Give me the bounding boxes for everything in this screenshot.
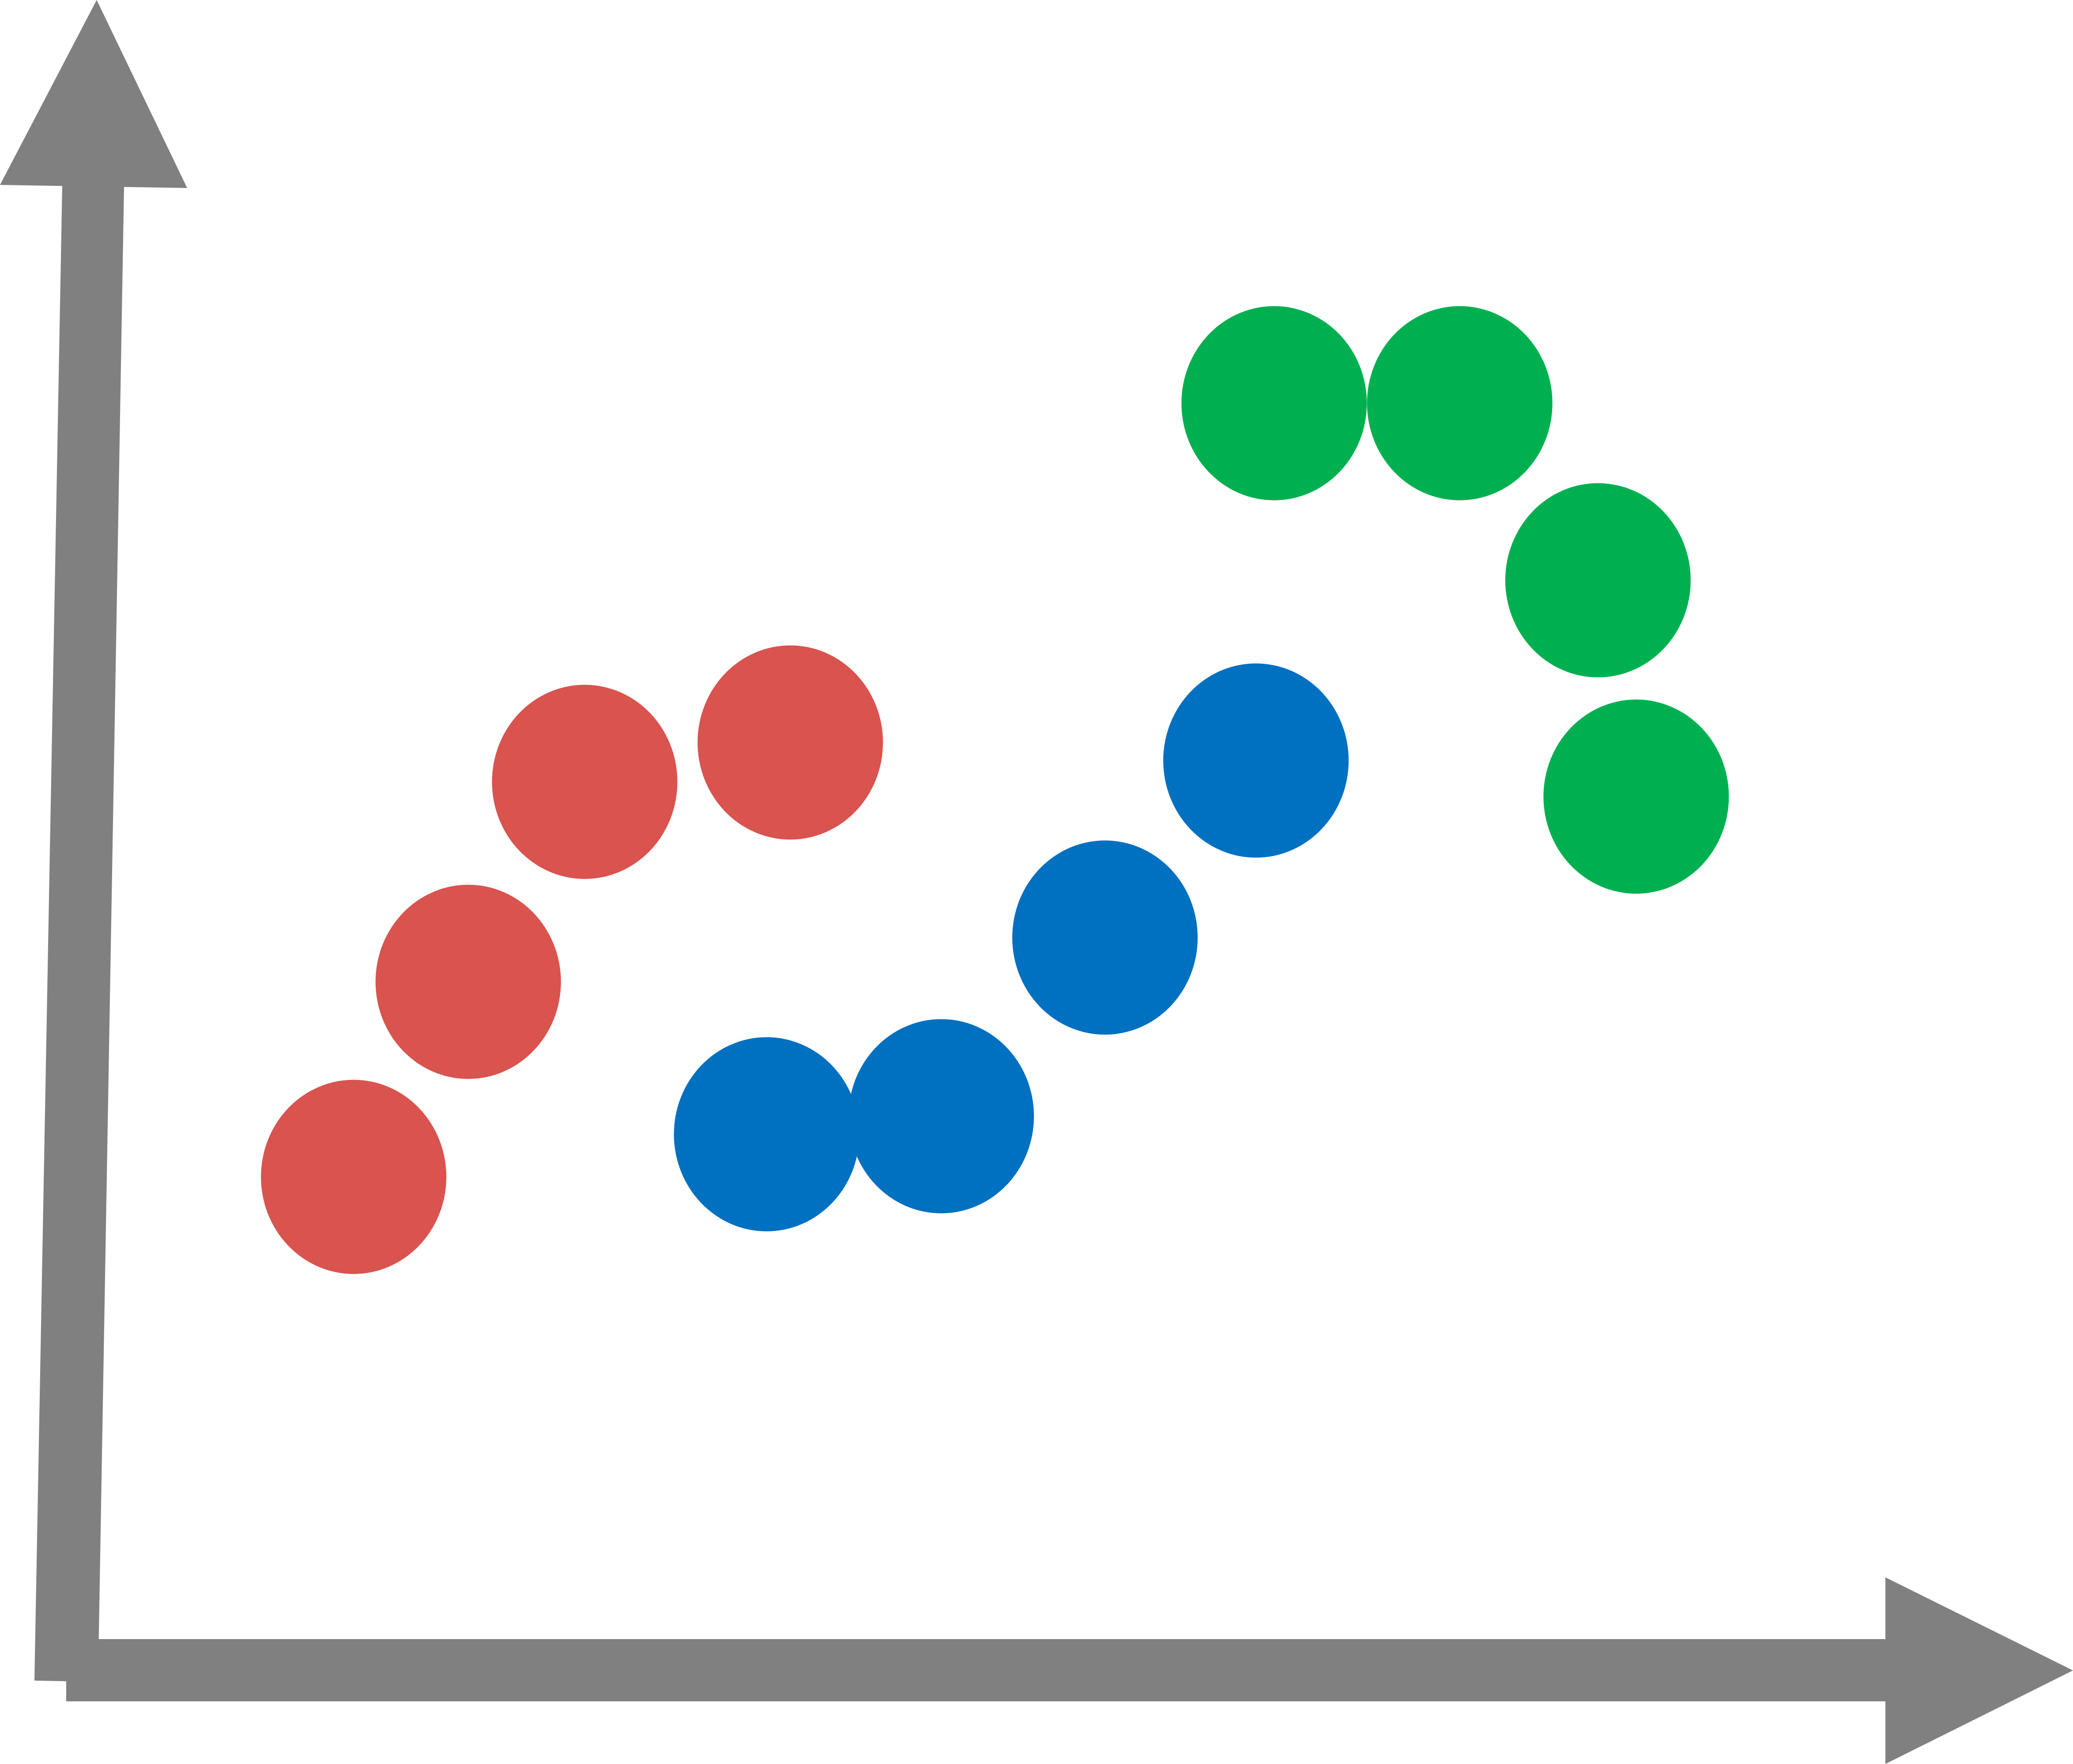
x-axis-arrowhead (1885, 1577, 2073, 1764)
y-axis-arrowhead (0, 0, 187, 188)
data-point-series-1-1 (261, 1079, 447, 1274)
data-point-series-2-4 (1163, 663, 1349, 858)
data-point-series-1-3 (492, 685, 678, 879)
data-point-series-3-4 (1543, 700, 1729, 894)
series-2 (674, 663, 1349, 1232)
data-point-series-3-3 (1505, 483, 1691, 677)
data-points (261, 306, 1729, 1274)
y-axis (0, 0, 187, 1682)
y-axis-line (34, 185, 124, 1682)
x-axis-line (66, 1639, 1887, 1701)
data-point-series-2-3 (1012, 840, 1198, 1035)
data-point-series-1-2 (375, 884, 561, 1079)
x-axis (66, 1577, 2073, 1764)
data-point-series-1-4 (697, 645, 883, 840)
data-point-series-2-1 (674, 1037, 859, 1232)
series-3 (1181, 306, 1729, 894)
data-point-series-3-1 (1181, 306, 1367, 500)
data-point-series-2-2 (848, 1019, 1034, 1214)
series-1 (261, 645, 883, 1274)
data-point-series-3-2 (1367, 306, 1553, 500)
